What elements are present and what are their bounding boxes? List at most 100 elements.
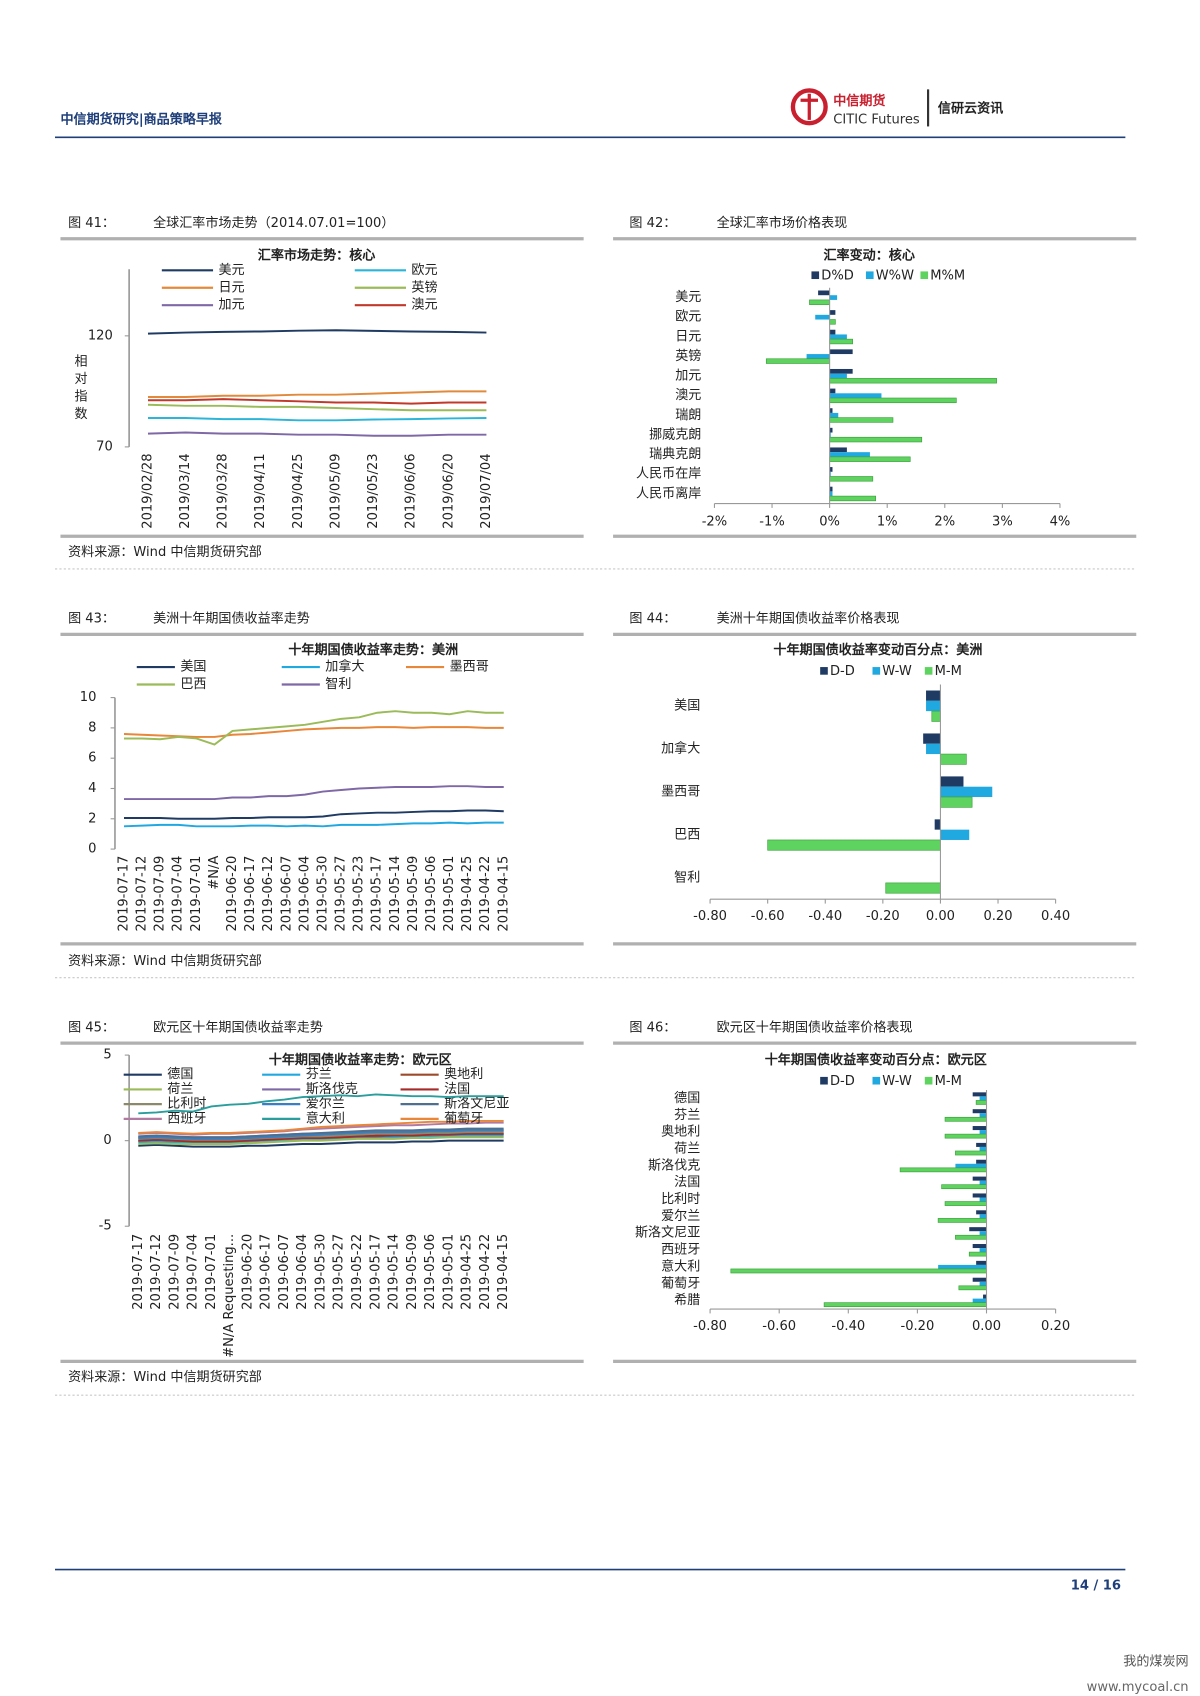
- x-tick-label: 2019-07-04: [171, 856, 186, 932]
- y-tick-label: -5: [99, 1219, 112, 1234]
- figure-label: 图 43：: [68, 612, 115, 627]
- x-tick-label: 2019/05/23: [366, 453, 381, 528]
- x-tick-label: 2019/02/28: [140, 453, 155, 528]
- series-line: [147, 403, 487, 412]
- x-tick-label: 2019-05-17: [370, 856, 385, 932]
- x-tick-label: 2%: [934, 515, 955, 530]
- x-tick-label: 2019-07-01: [189, 856, 204, 932]
- y-tick-label: 4: [88, 781, 96, 796]
- legend-label: 法国: [444, 1082, 470, 1097]
- series-line: [138, 1127, 504, 1139]
- x-tick-label: 2019-05-09: [406, 856, 421, 932]
- bar: [885, 882, 941, 894]
- bar: [972, 1277, 987, 1282]
- bar: [940, 776, 964, 787]
- series-line: [147, 398, 487, 405]
- logo-cn: 中信期货: [833, 93, 885, 109]
- legend-label: 荷兰: [167, 1082, 193, 1097]
- bar: [979, 1197, 987, 1202]
- legend-label: W-W: [882, 1074, 912, 1089]
- page-number: 14 / 16: [1071, 1578, 1121, 1593]
- category-label: 荷兰: [674, 1141, 700, 1156]
- legend-label: M-M: [935, 664, 962, 679]
- series-line: [147, 390, 487, 398]
- bar: [765, 358, 830, 364]
- figure-caption: 美洲十年期国债收益率走势: [153, 611, 310, 627]
- x-tick-label: 2019-06-17: [259, 1234, 274, 1310]
- x-tick-label: 2019-05-01: [442, 856, 457, 932]
- bar: [829, 329, 836, 335]
- bar: [926, 743, 941, 755]
- x-tick-label: -0.80: [693, 909, 727, 924]
- bar: [955, 1234, 987, 1240]
- legend-label: 美国: [180, 660, 206, 675]
- series-line: [124, 710, 504, 746]
- figure-caption: 美洲十年期国债收益率价格表现: [717, 611, 900, 627]
- logo-en: CITIC Futures: [833, 112, 920, 127]
- x-tick-label: 2019-07-12: [135, 856, 150, 932]
- x-tick-label: -0.60: [762, 1319, 796, 1334]
- x-tick-label: 2019-05-27: [332, 1234, 347, 1310]
- series-line: [123, 821, 504, 828]
- bar: [926, 690, 941, 701]
- bar: [829, 471, 831, 477]
- bar: [972, 1298, 987, 1303]
- x-tick-label: 2019-06-17: [243, 856, 258, 932]
- x-tick-label: 2019-07-09: [153, 856, 168, 932]
- x-tick-label: 2019-05-01: [441, 1234, 456, 1310]
- bar: [823, 1302, 987, 1308]
- category-label: 奥地利: [661, 1124, 700, 1140]
- x-tick-label: -2%: [702, 515, 727, 530]
- x-tick-label: 2019-05-17: [368, 1234, 383, 1310]
- bar: [829, 427, 833, 433]
- category-label: 法国: [674, 1175, 700, 1190]
- figure-caption: 全球汇率市场价格表现: [717, 215, 848, 231]
- category-label: 意大利: [661, 1258, 700, 1274]
- figure-label: 图 41：: [68, 216, 115, 231]
- bar: [926, 700, 941, 712]
- legend-label: 美元: [219, 263, 245, 278]
- x-tick-label: 2019/04/25: [291, 453, 306, 528]
- x-tick-label: 2019-05-23: [352, 856, 367, 932]
- x-tick-label: 0.20: [983, 909, 1012, 924]
- category-label: 智利: [674, 870, 700, 885]
- bar: [829, 334, 847, 340]
- bar: [979, 1130, 987, 1135]
- category-label: 加拿大: [661, 740, 700, 756]
- bar: [809, 299, 830, 305]
- legend-label: 斯洛文尼亚: [444, 1097, 509, 1112]
- bar: [972, 1126, 987, 1131]
- legend-label: D-D: [830, 1074, 855, 1089]
- bar: [983, 1294, 987, 1299]
- chart-title: 十年期国债收益率变动百分点：美洲: [773, 642, 982, 658]
- series-line: [138, 1132, 504, 1143]
- figure-caption: 全球汇率市场走势（2014.07.01=100）: [153, 215, 394, 231]
- bar: [972, 1193, 987, 1198]
- x-tick-label: 0.20: [1041, 1319, 1070, 1334]
- bar: [940, 753, 967, 765]
- bar: [975, 1100, 987, 1105]
- bar: [938, 1264, 987, 1269]
- legend-label: W%W: [876, 268, 914, 283]
- x-tick-label: 2019-07-12: [149, 1234, 164, 1310]
- legend-swatch: [920, 271, 929, 280]
- figure-label: 图 44：: [629, 612, 676, 627]
- bar: [979, 1248, 987, 1253]
- category-label: 欧元: [675, 310, 701, 325]
- bar: [829, 476, 874, 482]
- category-label: 西班牙: [661, 1243, 700, 1258]
- x-tick-label: 0.00: [926, 909, 955, 924]
- x-tick-label: 2019-07-01: [204, 1234, 219, 1310]
- header-title: 中信期货研究|商品策略早报: [60, 111, 222, 127]
- x-tick-label: 2019-05-22: [350, 1234, 365, 1310]
- legend-label: 英镑: [411, 279, 437, 295]
- x-tick-label: 1%: [877, 515, 898, 530]
- bar: [976, 1159, 987, 1164]
- y-tick-label: 10: [80, 690, 97, 705]
- x-tick-label: -0.40: [831, 1319, 865, 1334]
- x-tick-label: 2019-07-17: [131, 1234, 146, 1310]
- bar: [972, 1176, 987, 1181]
- legend-label: 澳元: [411, 297, 437, 313]
- bar: [829, 456, 911, 462]
- series-line: [138, 1136, 504, 1146]
